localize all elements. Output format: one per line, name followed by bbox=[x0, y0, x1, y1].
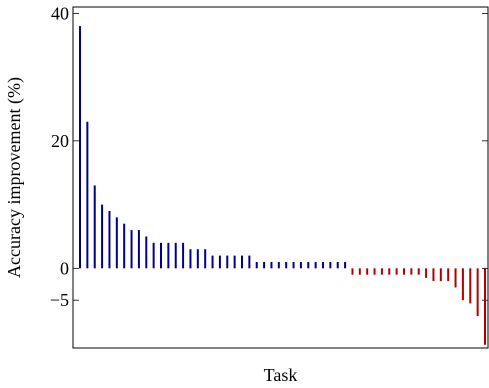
bar bbox=[336, 261, 339, 269]
bar bbox=[204, 249, 207, 269]
bar bbox=[255, 261, 258, 269]
y-tick-label: 40 bbox=[51, 3, 69, 23]
bar bbox=[373, 268, 376, 275]
bar bbox=[351, 268, 354, 275]
bar bbox=[93, 185, 96, 269]
bar bbox=[292, 261, 295, 269]
bar bbox=[329, 261, 332, 269]
bar bbox=[469, 268, 472, 304]
bar bbox=[314, 261, 317, 269]
bar bbox=[101, 204, 104, 269]
bar bbox=[145, 236, 148, 269]
bar bbox=[307, 261, 310, 269]
bar bbox=[218, 255, 221, 269]
bar bbox=[454, 268, 457, 288]
bar bbox=[484, 268, 486, 345]
bar bbox=[115, 217, 118, 269]
bar bbox=[263, 261, 266, 269]
bar bbox=[226, 255, 229, 269]
bar bbox=[160, 242, 162, 269]
bar bbox=[277, 261, 280, 269]
bar bbox=[79, 26, 81, 269]
bar bbox=[344, 261, 347, 269]
bar bbox=[248, 255, 251, 269]
bar bbox=[285, 261, 288, 269]
bar bbox=[174, 242, 177, 269]
y-axis-label: Accuracy improvement (%) bbox=[4, 77, 25, 278]
bar bbox=[366, 268, 369, 275]
x-axis-label: Task bbox=[264, 365, 298, 385]
bars bbox=[79, 26, 486, 345]
bar bbox=[182, 242, 185, 269]
bar bbox=[233, 255, 236, 269]
bar bbox=[123, 223, 126, 269]
bar bbox=[358, 268, 361, 275]
bar bbox=[410, 268, 413, 275]
bar bbox=[130, 230, 133, 269]
plot-frame bbox=[72, 6, 489, 349]
bar bbox=[108, 210, 111, 269]
bar bbox=[403, 268, 405, 275]
bar bbox=[241, 255, 243, 269]
y-tick-marks bbox=[73, 12, 488, 301]
bar bbox=[447, 268, 450, 282]
bar bbox=[299, 261, 302, 269]
bar bbox=[211, 255, 214, 269]
bar bbox=[86, 121, 89, 269]
y-tick-label: 20 bbox=[51, 131, 69, 151]
bar bbox=[196, 249, 199, 269]
bar bbox=[425, 268, 428, 278]
bar bbox=[439, 268, 442, 282]
bar bbox=[167, 242, 170, 269]
bar bbox=[322, 261, 324, 269]
bar bbox=[461, 268, 464, 301]
bar bbox=[417, 268, 420, 275]
bar bbox=[152, 242, 155, 269]
bar bbox=[270, 261, 273, 269]
y-tick-label: 0 bbox=[60, 258, 69, 278]
bar bbox=[380, 268, 383, 275]
bar bbox=[388, 268, 391, 275]
bar bbox=[137, 230, 140, 269]
bar bbox=[189, 249, 192, 269]
y-tick-label: −5 bbox=[50, 290, 69, 310]
bar bbox=[432, 268, 435, 282]
bar bbox=[395, 268, 398, 275]
y-tick-labels: 40 20 0 −5 bbox=[50, 3, 69, 310]
bar bbox=[476, 268, 479, 317]
